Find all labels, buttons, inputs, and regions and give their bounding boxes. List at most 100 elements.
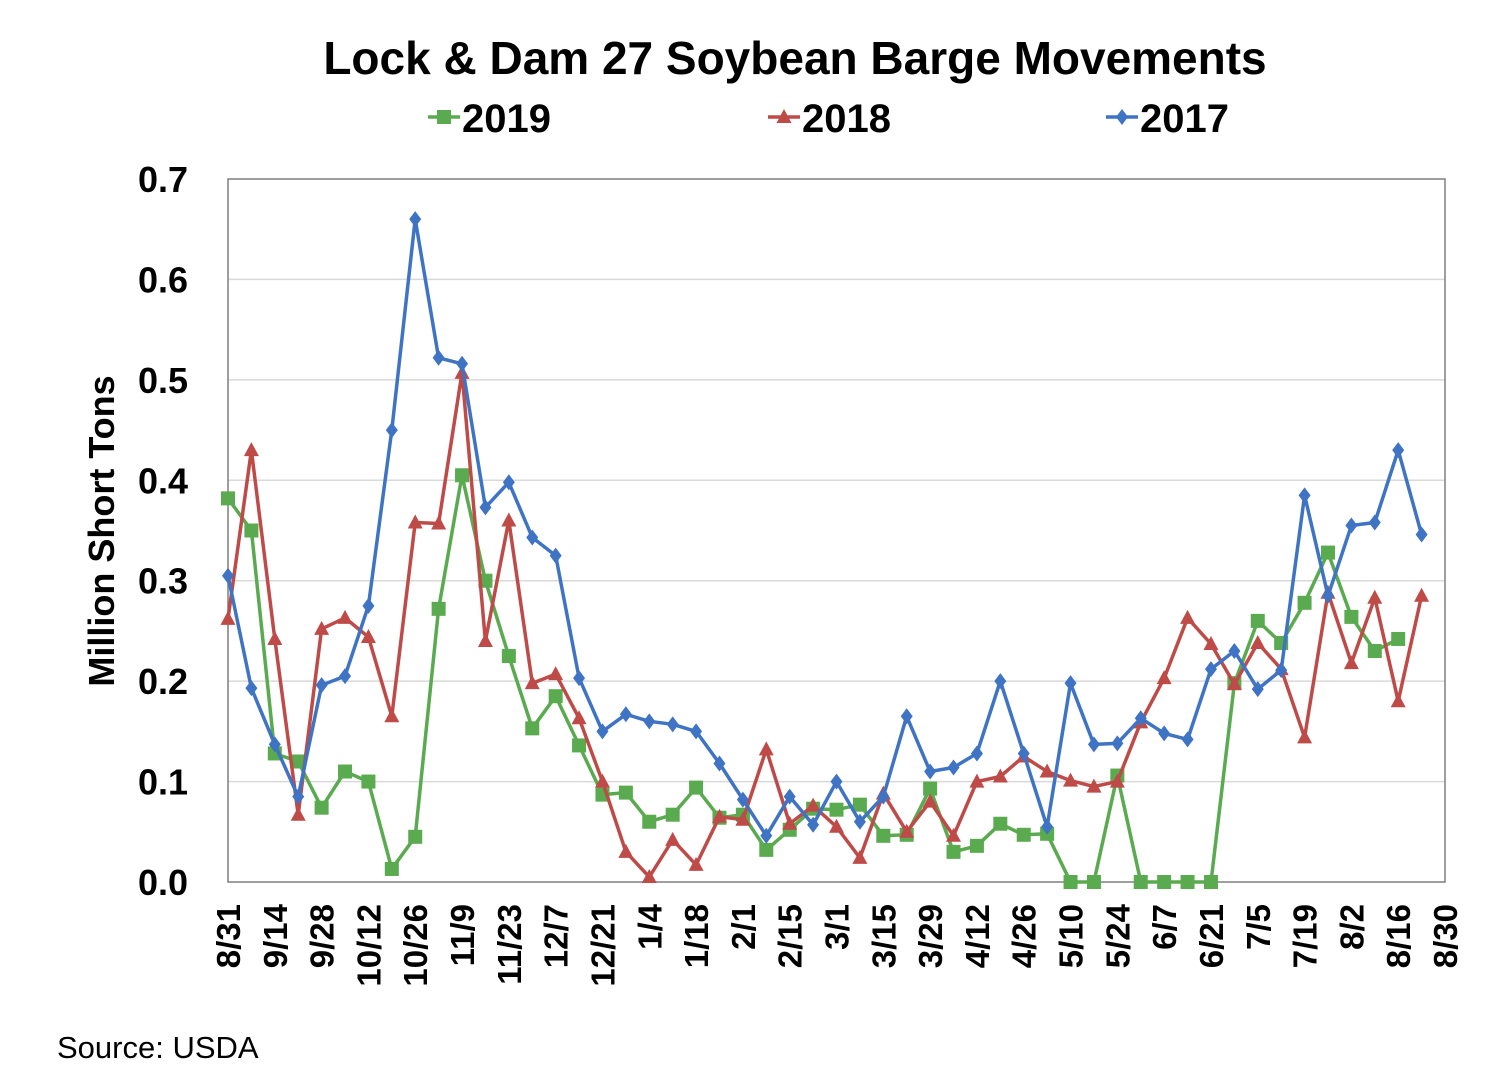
data-point-2017 <box>573 670 586 687</box>
data-point-2017 <box>736 791 749 808</box>
y-tick-label: 0.7 <box>138 159 188 200</box>
data-point-2018 <box>360 628 376 643</box>
data-point-2017 <box>783 788 796 805</box>
data-point-2017 <box>1181 731 1194 748</box>
data-point-2019 <box>1367 644 1382 659</box>
y-tick-label: 0.1 <box>138 762 188 803</box>
x-tick-label: 5/24 <box>1099 903 1136 968</box>
data-point-2017 <box>315 677 328 694</box>
data-point-2019 <box>1180 875 1195 889</box>
x-tick-label: 1/18 <box>678 904 715 968</box>
x-tick-label: 4/12 <box>959 904 996 968</box>
data-point-2019 <box>946 844 961 859</box>
data-point-2018 <box>618 843 634 858</box>
x-tick-label: 8/31 <box>210 904 247 968</box>
data-point-2017 <box>1298 487 1311 504</box>
data-point-2018 <box>220 610 236 625</box>
data-point-2018 <box>946 827 962 842</box>
data-point-2019 <box>759 842 774 857</box>
source-note: Source: USDA <box>57 1030 259 1065</box>
data-point-2019 <box>455 468 470 483</box>
data-point-2019 <box>923 781 938 796</box>
data-point-2019 <box>525 721 540 736</box>
data-point-2018 <box>735 811 751 826</box>
legend-label: 2019 <box>462 97 551 141</box>
data-point-2017 <box>1134 710 1147 727</box>
data-point-2019 <box>291 754 306 769</box>
data-point-2018 <box>290 806 306 821</box>
y-tick-label: 0.3 <box>138 561 188 602</box>
data-point-2017 <box>1204 661 1217 678</box>
data-point-2019 <box>1250 613 1265 628</box>
data-point-2017 <box>877 788 890 805</box>
data-point-2018 <box>852 849 868 864</box>
data-point-2017 <box>1158 725 1171 742</box>
data-point-2018 <box>1086 778 1102 793</box>
data-point-2017 <box>760 827 773 844</box>
data-point-2017 <box>970 745 983 762</box>
data-point-2019 <box>1391 631 1406 646</box>
data-point-2017 <box>362 597 375 614</box>
data-point-2019 <box>1157 875 1172 889</box>
x-tick-label: 10/12 <box>350 904 387 987</box>
data-point-2018 <box>1414 587 1430 602</box>
data-point-2019 <box>501 649 516 664</box>
legend-marker <box>776 109 792 123</box>
data-point-2019 <box>1086 875 1101 889</box>
data-point-2017 <box>1064 675 1077 692</box>
x-tick-label: 8/30 <box>1427 904 1464 968</box>
data-point-2019 <box>314 800 329 815</box>
data-point-2017 <box>690 723 703 740</box>
data-point-2018 <box>758 741 774 756</box>
legend-item-2019: 2019 <box>428 97 551 141</box>
x-tick-label: 10/26 <box>397 904 434 987</box>
series-line-2018 <box>226 371 1424 879</box>
data-point-2017 <box>1415 526 1428 543</box>
data-point-2018 <box>1156 670 1172 685</box>
x-tick-label: 12/21 <box>584 904 621 987</box>
y-tick-label: 0.2 <box>138 661 188 702</box>
data-point-2017 <box>549 547 562 564</box>
data-point-2018 <box>267 630 283 645</box>
data-point-2017 <box>409 211 422 228</box>
data-point-2017 <box>432 349 445 366</box>
data-point-2017 <box>994 673 1007 690</box>
data-point-2019 <box>665 807 680 822</box>
x-tick-label: 3/29 <box>912 904 949 968</box>
data-point-2019 <box>876 828 891 843</box>
data-point-2018 <box>688 856 704 871</box>
data-point-2017 <box>292 788 305 805</box>
data-point-2018 <box>805 797 821 812</box>
data-point-2018 <box>594 773 610 788</box>
data-point-2018 <box>243 442 259 457</box>
data-point-2017 <box>1345 517 1358 534</box>
x-tick-label: 9/28 <box>304 904 341 968</box>
x-tick-label: 6/7 <box>1146 904 1183 950</box>
x-tick-label: 7/5 <box>1240 904 1277 950</box>
data-point-2018 <box>1297 729 1313 744</box>
legend-marker <box>437 110 451 124</box>
x-tick-label: 1/4 <box>631 903 668 950</box>
data-point-2017 <box>1275 662 1288 679</box>
gridlines <box>228 278 1445 783</box>
data-point-2019 <box>572 738 587 753</box>
x-tick-label: 11/9 <box>444 904 481 966</box>
x-tick-label: 7/19 <box>1287 904 1324 968</box>
x-tick-label: 5/10 <box>1053 904 1090 968</box>
data-point-2019 <box>993 816 1008 831</box>
series-2017 <box>222 211 1428 844</box>
y-axis-ticks: 0.0 0.1 0.2 0.3 0.4 0.5 0.6 0.7 <box>138 159 188 903</box>
data-point-2018 <box>407 514 423 529</box>
data-point-2018 <box>782 815 798 830</box>
legend-item-2018: 2018 <box>768 97 891 141</box>
data-point-2017 <box>1251 681 1264 698</box>
data-point-2018 <box>501 512 517 527</box>
x-tick-label: 2/15 <box>772 904 809 968</box>
data-point-2017 <box>1392 442 1405 459</box>
data-point-2018 <box>1390 693 1406 708</box>
y-tick-label: 0.0 <box>138 862 188 903</box>
data-point-2018 <box>1367 589 1383 604</box>
data-point-2018 <box>665 831 681 846</box>
x-tick-label: 6/21 <box>1193 904 1230 968</box>
